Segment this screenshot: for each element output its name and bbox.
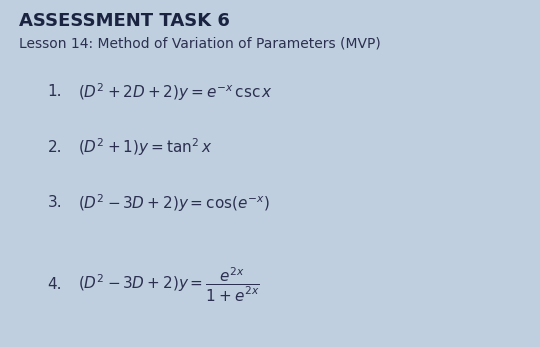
Text: $(D^2 + 2D + 2)y = e^{-x}\,\mathrm{csc}\, x$: $(D^2 + 2D + 2)y = e^{-x}\,\mathrm{csc}\… xyxy=(78,81,273,103)
Text: ASSESSMENT TASK 6: ASSESSMENT TASK 6 xyxy=(19,12,230,30)
Text: $(D^2 - 3D + 2)y = \dfrac{e^{2x}}{1+e^{2x}}$: $(D^2 - 3D + 2)y = \dfrac{e^{2x}}{1+e^{2… xyxy=(78,265,260,304)
Text: $(D^2 + 1)y = \tan^2 x$: $(D^2 + 1)y = \tan^2 x$ xyxy=(78,137,213,158)
Text: 2.: 2. xyxy=(48,140,62,155)
Text: $(D^2 - 3D + 2)y = \cos(e^{-x})$: $(D^2 - 3D + 2)y = \cos(e^{-x})$ xyxy=(78,192,270,214)
Text: Lesson 14: Method of Variation of Parameters (MVP): Lesson 14: Method of Variation of Parame… xyxy=(19,36,381,50)
Text: 4.: 4. xyxy=(48,277,62,292)
Text: 3.: 3. xyxy=(48,195,62,211)
Text: 1.: 1. xyxy=(48,84,62,100)
